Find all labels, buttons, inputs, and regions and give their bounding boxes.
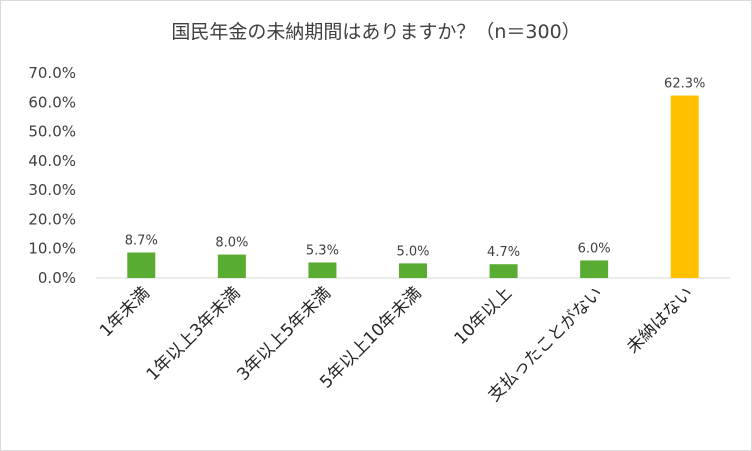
- bars: [127, 95, 699, 278]
- data-label: 62.3%: [664, 77, 705, 92]
- y-tick-label: 10.0%: [28, 240, 76, 258]
- bar: [308, 262, 337, 278]
- bar: [127, 252, 156, 278]
- data-label: 5.0%: [396, 244, 429, 259]
- bar: [580, 260, 609, 278]
- category-label: 1年以上3年未満: [143, 283, 245, 385]
- y-axis-ticks: 0.0% 10.0% 20.0% 30.0% 40.0% 50.0% 60.0% 70.0%: [28, 64, 76, 287]
- bar: [670, 95, 699, 278]
- y-tick-label: 50.0%: [28, 123, 76, 141]
- data-label: 4.7%: [487, 245, 520, 260]
- y-tick-label: 70.0%: [28, 64, 76, 82]
- bar: [489, 264, 518, 278]
- category-label: 10年以上: [451, 283, 517, 349]
- data-label: 8.0%: [215, 236, 248, 251]
- chart-title: 国民年金の未納期間はありますか？（n＝300）: [171, 21, 580, 43]
- category-label: 1年未満: [96, 283, 154, 341]
- bar: [399, 263, 427, 278]
- bar: [217, 254, 246, 278]
- data-labels: 8.7% 8.0% 5.3% 5.0% 4.7% 6.0% 62.3%: [125, 77, 706, 261]
- data-label: 8.7%: [125, 234, 158, 249]
- category-label: 3年以上5年未満: [233, 283, 335, 385]
- category-label: 未納はない: [623, 283, 697, 357]
- y-tick-label: 0.0%: [38, 269, 76, 287]
- y-tick-label: 60.0%: [28, 93, 76, 111]
- y-tick-label: 40.0%: [28, 152, 76, 170]
- data-label: 5.3%: [306, 243, 339, 258]
- y-tick-label: 20.0%: [28, 210, 76, 228]
- data-label: 6.0%: [578, 241, 611, 256]
- y-tick-label: 30.0%: [28, 181, 76, 199]
